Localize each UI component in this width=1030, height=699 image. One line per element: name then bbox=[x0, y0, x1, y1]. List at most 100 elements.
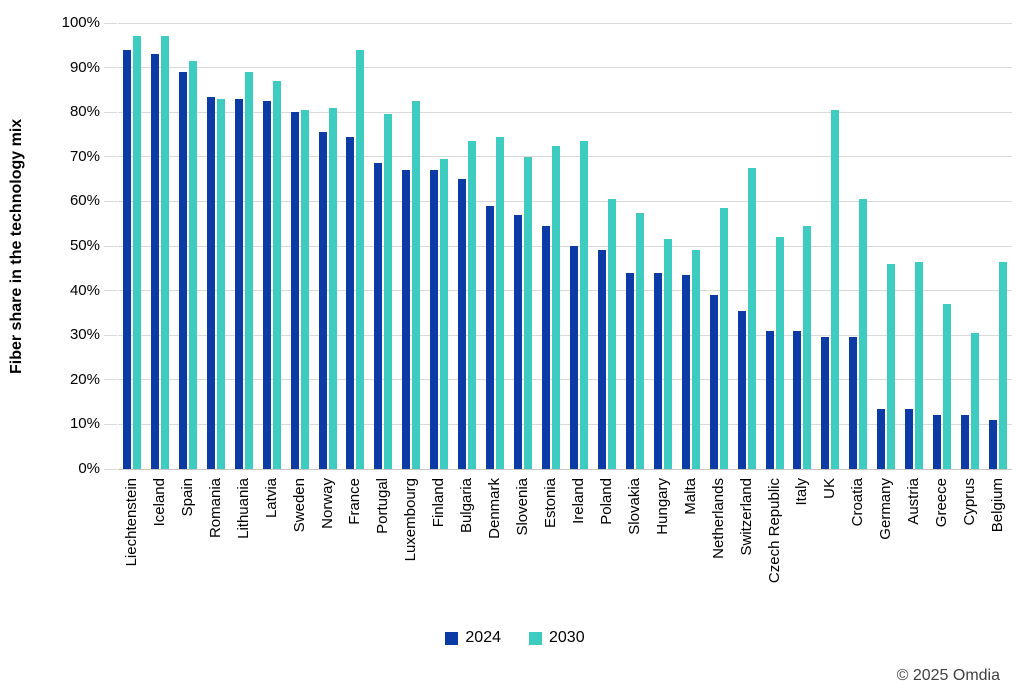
bar-2024-switzerland bbox=[737, 310, 746, 469]
x-tick-label-uk: UK bbox=[821, 478, 839, 499]
y-axis-tick bbox=[104, 200, 117, 202]
bar-2024-latvia bbox=[262, 101, 271, 469]
x-tick-label-finland: Finland bbox=[430, 478, 448, 528]
bar-2024-france bbox=[346, 136, 355, 469]
y-axis-tick bbox=[104, 290, 117, 292]
x-tick-label-sweden: Sweden bbox=[290, 478, 308, 533]
y-tick-label: 80% bbox=[69, 103, 100, 121]
x-tick-label-poland: Poland bbox=[597, 478, 615, 525]
gridline bbox=[118, 334, 1012, 336]
bar-2024-denmark bbox=[486, 205, 495, 469]
bar-2024-portugal bbox=[374, 163, 383, 469]
y-axis-tick bbox=[104, 156, 117, 158]
legend-item-2030: 2030 bbox=[529, 629, 585, 647]
y-tick-label: 30% bbox=[69, 326, 100, 344]
x-tick-label-portugal: Portugal bbox=[374, 478, 392, 534]
y-tick-label: 90% bbox=[69, 58, 100, 76]
x-tick-label-romania: Romania bbox=[206, 478, 224, 539]
x-tick-label-cyprus: Cyprus bbox=[961, 478, 979, 526]
bar-2030-france bbox=[356, 49, 365, 469]
bar-2024-finland bbox=[430, 170, 439, 469]
bar-2030-slovenia bbox=[524, 156, 533, 469]
x-tick-label-denmark: Denmark bbox=[486, 478, 504, 539]
x-tick-label-netherlands: Netherlands bbox=[709, 478, 727, 559]
y-tick-label: 100% bbox=[61, 14, 100, 31]
x-tick-label-latvia: Latvia bbox=[262, 478, 280, 519]
x-tick-label-czech-republic: Czech Republic bbox=[765, 478, 783, 584]
bar-2030-cyprus bbox=[971, 332, 980, 469]
bar-2024-ireland bbox=[569, 246, 578, 469]
gridline bbox=[118, 200, 1012, 202]
bar-2030-croatia bbox=[859, 199, 868, 469]
bar-2024-malta bbox=[681, 274, 690, 469]
bar-2030-estonia bbox=[552, 145, 561, 469]
bar-2030-netherlands bbox=[719, 208, 728, 469]
y-axis-tick bbox=[104, 468, 117, 470]
bar-2030-greece bbox=[943, 303, 952, 469]
y-tick-label: 10% bbox=[69, 415, 100, 433]
bar-2030-hungary bbox=[663, 239, 672, 469]
bar-2024-croatia bbox=[849, 337, 858, 469]
bar-2030-belgium bbox=[999, 261, 1008, 469]
x-tick-label-switzerland: Switzerland bbox=[737, 478, 755, 556]
bar-2030-italy bbox=[803, 225, 812, 469]
x-tick-label-hungary: Hungary bbox=[653, 478, 671, 535]
x-tick-label-ireland: Ireland bbox=[569, 478, 587, 524]
x-tick-label-croatia: Croatia bbox=[849, 478, 867, 527]
bar-2030-ireland bbox=[579, 141, 588, 469]
y-axis-tick bbox=[104, 111, 117, 113]
gridline bbox=[118, 290, 1012, 292]
y-axis-tick bbox=[104, 334, 117, 336]
x-tick-label-spain: Spain bbox=[178, 478, 196, 517]
legend-label-2030: 2030 bbox=[549, 629, 585, 646]
x-tick-label-slovenia: Slovenia bbox=[514, 478, 532, 536]
x-tick-label-italy: Italy bbox=[793, 478, 811, 506]
y-tick-label: 40% bbox=[69, 281, 100, 299]
bar-2024-sweden bbox=[290, 112, 299, 469]
y-axis-tick bbox=[104, 67, 117, 69]
bar-2024-hungary bbox=[653, 272, 662, 469]
bar-2024-luxembourg bbox=[402, 170, 411, 469]
bar-2024-greece bbox=[933, 415, 942, 469]
bar-2024-iceland bbox=[150, 54, 159, 469]
bar-2030-romania bbox=[216, 98, 225, 469]
y-axis-tick bbox=[104, 423, 117, 425]
gridline bbox=[118, 67, 1012, 69]
bar-2030-austria bbox=[915, 261, 924, 469]
y-tick-label: 50% bbox=[69, 237, 100, 254]
bar-2030-liechtenstein bbox=[132, 36, 141, 469]
bar-2030-lithuania bbox=[244, 72, 253, 469]
y-tick-label: 0% bbox=[78, 460, 100, 477]
bar-2030-denmark bbox=[496, 136, 505, 469]
x-axis-line bbox=[118, 468, 1012, 470]
bar-2024-slovakia bbox=[625, 272, 634, 469]
bar-2024-bulgaria bbox=[458, 179, 467, 469]
y-tick-label: 60% bbox=[69, 192, 100, 210]
bar-2024-italy bbox=[793, 330, 802, 469]
bar-2030-portugal bbox=[384, 114, 393, 469]
x-tick-label-malta: Malta bbox=[681, 478, 699, 515]
y-axis-tick bbox=[104, 22, 117, 24]
bar-2024-poland bbox=[597, 250, 606, 469]
bar-2024-romania bbox=[206, 96, 215, 469]
y-tick-label: 20% bbox=[69, 370, 100, 388]
bar-2030-finland bbox=[440, 159, 449, 469]
bar-2030-norway bbox=[328, 107, 337, 469]
bar-2024-cyprus bbox=[961, 415, 970, 469]
gridline bbox=[118, 245, 1012, 247]
chart-legend: 2024 2030 bbox=[0, 629, 1030, 647]
bar-2024-austria bbox=[905, 408, 914, 469]
x-tick-label-liechtenstein: Liechtenstein bbox=[122, 478, 140, 567]
bar-2030-slovakia bbox=[635, 212, 644, 469]
x-tick-label-slovakia: Slovakia bbox=[625, 478, 643, 535]
x-tick-label-belgium: Belgium bbox=[989, 478, 1007, 533]
bar-2024-uk bbox=[821, 337, 830, 469]
bar-2024-czech-republic bbox=[765, 330, 774, 469]
bar-2030-iceland bbox=[160, 36, 169, 469]
bar-2030-malta bbox=[691, 250, 700, 469]
x-tick-label-bulgaria: Bulgaria bbox=[458, 478, 476, 534]
x-tick-label-iceland: Iceland bbox=[150, 478, 168, 527]
x-tick-label-austria: Austria bbox=[905, 478, 923, 525]
x-tick-label-estonia: Estonia bbox=[542, 478, 560, 529]
